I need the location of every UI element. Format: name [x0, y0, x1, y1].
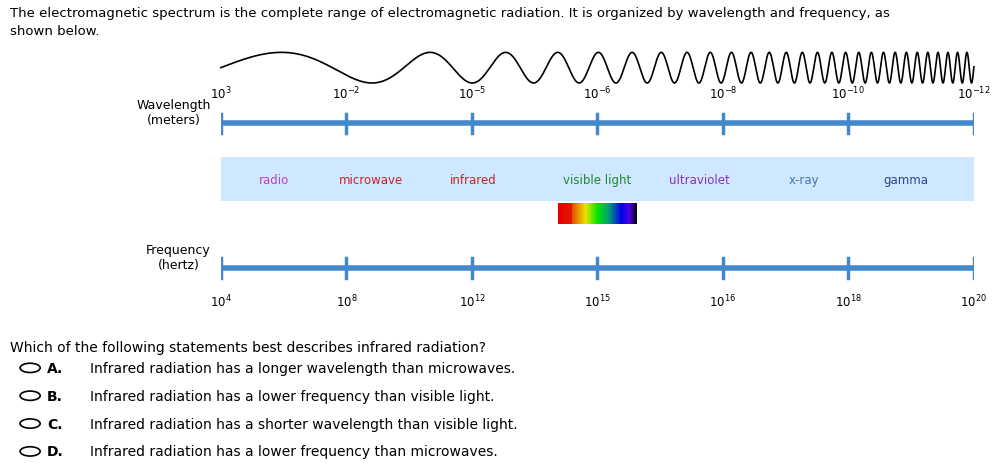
Text: ultraviolet: ultraviolet	[668, 173, 729, 186]
Text: Infrared radiation has a lower frequency than visible light.: Infrared radiation has a lower frequency…	[90, 389, 494, 403]
Text: Frequency
(hertz): Frequency (hertz)	[146, 244, 211, 271]
Text: Wavelength
(meters): Wavelength (meters)	[136, 99, 211, 127]
Text: 10$^{8}$: 10$^{8}$	[335, 294, 357, 310]
Text: 10$^{12}$: 10$^{12}$	[458, 294, 484, 310]
Text: 10$^{-2}$: 10$^{-2}$	[332, 85, 360, 102]
Text: B.: B.	[47, 389, 63, 403]
Text: Which of the following statements best describes infrared radiation?: Which of the following statements best d…	[10, 340, 485, 354]
Bar	[221, 157, 973, 202]
Text: radio: radio	[258, 173, 289, 186]
Text: x-ray: x-ray	[788, 173, 819, 186]
Text: 10$^{-5}$: 10$^{-5}$	[457, 85, 485, 102]
Text: visible light: visible light	[563, 173, 631, 186]
Text: 10$^{18}$: 10$^{18}$	[834, 294, 861, 310]
Text: The electromagnetic spectrum is the complete range of electromagnetic radiation.: The electromagnetic spectrum is the comp…	[10, 7, 889, 38]
Text: 10$^{16}$: 10$^{16}$	[709, 294, 735, 310]
Text: Infrared radiation has a longer wavelength than microwaves.: Infrared radiation has a longer waveleng…	[90, 361, 516, 375]
Text: microwave: microwave	[339, 173, 403, 186]
Text: C.: C.	[47, 417, 62, 431]
Text: gamma: gamma	[883, 173, 928, 186]
Text: 10$^{4}$: 10$^{4}$	[210, 294, 232, 310]
Text: 10$^{-8}$: 10$^{-8}$	[708, 85, 736, 102]
Text: 10$^{-10}$: 10$^{-10}$	[830, 85, 865, 102]
Text: 10$^{20}$: 10$^{20}$	[960, 294, 986, 310]
Text: infrared: infrared	[449, 173, 496, 186]
Text: 10$^{3}$: 10$^{3}$	[210, 85, 232, 102]
Text: 10$^{15}$: 10$^{15}$	[584, 294, 610, 310]
Text: A.: A.	[47, 361, 63, 375]
Text: 10$^{-12}$: 10$^{-12}$	[956, 85, 990, 102]
Text: Infrared radiation has a shorter wavelength than visible light.: Infrared radiation has a shorter wavelen…	[90, 417, 518, 431]
Text: Infrared radiation has a lower frequency than microwaves.: Infrared radiation has a lower frequency…	[90, 444, 497, 458]
Text: 10$^{-6}$: 10$^{-6}$	[583, 85, 611, 102]
Text: D.: D.	[47, 444, 64, 458]
